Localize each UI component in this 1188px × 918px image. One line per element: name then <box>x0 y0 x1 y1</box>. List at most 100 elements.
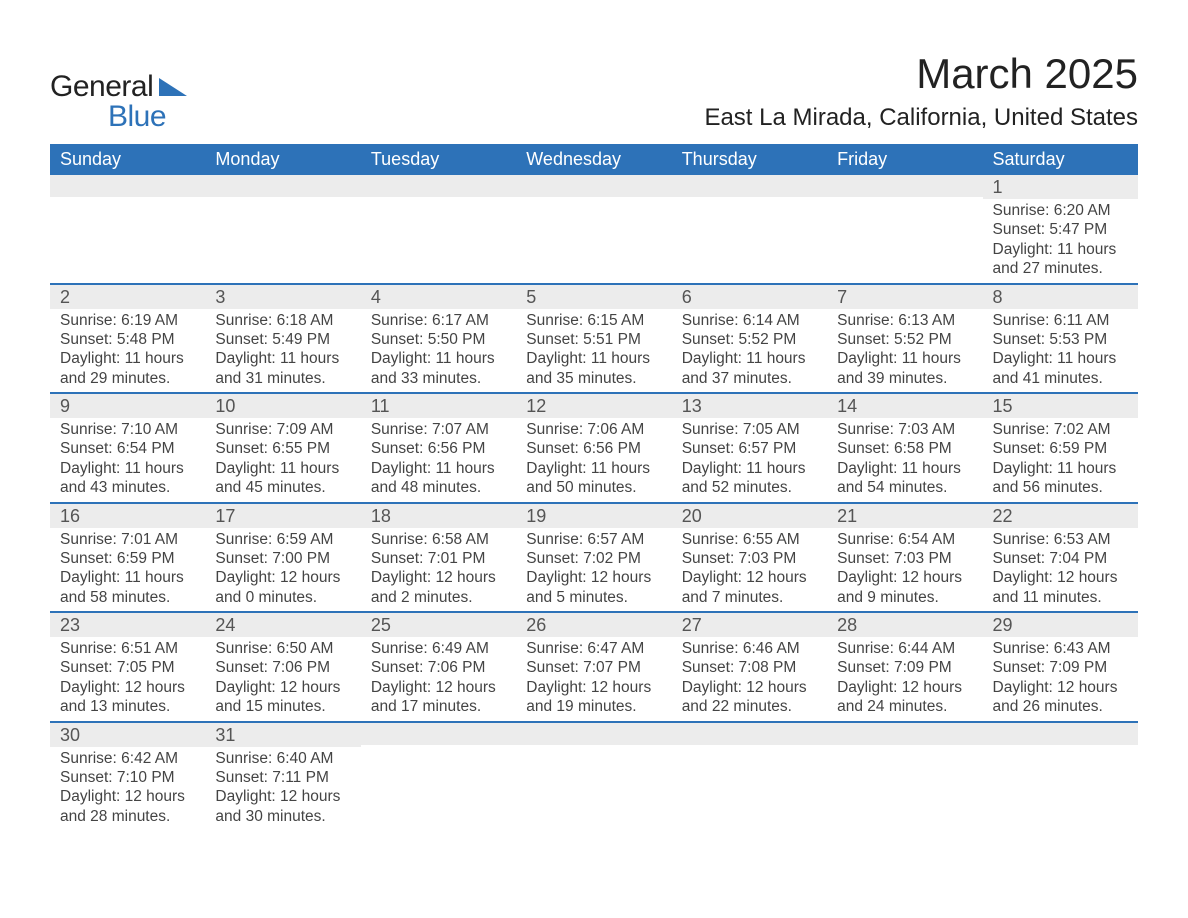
daylight-line-1: Daylight: 11 hours <box>371 349 506 368</box>
daylight-line-2: and 56 minutes. <box>993 478 1128 497</box>
day-details: Sunrise: 6:19 AMSunset: 5:48 PMDaylight:… <box>50 309 205 393</box>
daylight-line-1: Daylight: 12 hours <box>682 678 817 697</box>
sunset-line: Sunset: 7:08 PM <box>682 658 817 677</box>
sunrise-line: Sunrise: 6:46 AM <box>682 639 817 658</box>
daylight-line-1: Daylight: 11 hours <box>682 349 817 368</box>
calendar-day-cell: 2Sunrise: 6:19 AMSunset: 5:48 PMDaylight… <box>50 284 205 394</box>
day-number: 28 <box>827 613 982 637</box>
sunrise-line: Sunrise: 6:54 AM <box>837 530 972 549</box>
day-number: 31 <box>205 723 360 747</box>
sunrise-line: Sunrise: 6:17 AM <box>371 311 506 330</box>
calendar-day-cell: 1Sunrise: 6:20 AMSunset: 5:47 PMDaylight… <box>983 175 1138 284</box>
daylight-line-2: and 19 minutes. <box>526 697 661 716</box>
sunrise-line: Sunrise: 7:10 AM <box>60 420 195 439</box>
daylight-line-1: Daylight: 12 hours <box>526 568 661 587</box>
sunset-line: Sunset: 7:09 PM <box>993 658 1128 677</box>
calendar-day-cell: 6Sunrise: 6:14 AMSunset: 5:52 PMDaylight… <box>672 284 827 394</box>
logo-triangle-icon <box>159 78 187 96</box>
calendar-day-cell: 26Sunrise: 6:47 AMSunset: 7:07 PMDayligh… <box>516 612 671 722</box>
sunset-line: Sunset: 7:05 PM <box>60 658 195 677</box>
day-number <box>361 723 516 745</box>
daylight-line-1: Daylight: 11 hours <box>526 459 661 478</box>
day-number: 17 <box>205 504 360 528</box>
daylight-line-1: Daylight: 12 hours <box>371 678 506 697</box>
daylight-line-1: Daylight: 11 hours <box>993 459 1128 478</box>
day-number: 21 <box>827 504 982 528</box>
calendar-day-cell: 28Sunrise: 6:44 AMSunset: 7:09 PMDayligh… <box>827 612 982 722</box>
sunrise-line: Sunrise: 7:02 AM <box>993 420 1128 439</box>
sunrise-line: Sunrise: 6:11 AM <box>993 311 1128 330</box>
day-details: Sunrise: 7:03 AMSunset: 6:58 PMDaylight:… <box>827 418 982 502</box>
sunset-line: Sunset: 5:49 PM <box>215 330 350 349</box>
day-number: 11 <box>361 394 516 418</box>
daylight-line-1: Daylight: 11 hours <box>371 459 506 478</box>
day-details: Sunrise: 6:51 AMSunset: 7:05 PMDaylight:… <box>50 637 205 721</box>
sunrise-line: Sunrise: 6:47 AM <box>526 639 661 658</box>
calendar-day-cell: 19Sunrise: 6:57 AMSunset: 7:02 PMDayligh… <box>516 503 671 613</box>
sunrise-line: Sunrise: 6:59 AM <box>215 530 350 549</box>
day-details <box>672 197 827 267</box>
sunset-line: Sunset: 7:01 PM <box>371 549 506 568</box>
calendar-day-cell: 10Sunrise: 7:09 AMSunset: 6:55 PMDayligh… <box>205 393 360 503</box>
sunrise-line: Sunrise: 6:44 AM <box>837 639 972 658</box>
title-block: March 2025 East La Mirada, California, U… <box>704 50 1138 132</box>
day-details <box>516 745 671 815</box>
calendar-day-cell: 18Sunrise: 6:58 AMSunset: 7:01 PMDayligh… <box>361 503 516 613</box>
daylight-line-2: and 31 minutes. <box>215 369 350 388</box>
daylight-line-1: Daylight: 11 hours <box>837 459 972 478</box>
sunset-line: Sunset: 5:51 PM <box>526 330 661 349</box>
daylight-line-2: and 30 minutes. <box>215 807 350 826</box>
day-details: Sunrise: 7:05 AMSunset: 6:57 PMDaylight:… <box>672 418 827 502</box>
calendar-day-cell <box>827 722 982 831</box>
day-number <box>827 175 982 197</box>
sunrise-line: Sunrise: 7:01 AM <box>60 530 195 549</box>
sunset-line: Sunset: 7:02 PM <box>526 549 661 568</box>
sunset-line: Sunset: 5:52 PM <box>837 330 972 349</box>
daylight-line-2: and 0 minutes. <box>215 588 350 607</box>
day-number: 18 <box>361 504 516 528</box>
sunset-line: Sunset: 6:59 PM <box>993 439 1128 458</box>
day-number: 25 <box>361 613 516 637</box>
day-number: 24 <box>205 613 360 637</box>
day-details <box>361 197 516 267</box>
day-details: Sunrise: 6:11 AMSunset: 5:53 PMDaylight:… <box>983 309 1138 393</box>
daylight-line-1: Daylight: 11 hours <box>60 349 195 368</box>
sunrise-line: Sunrise: 6:51 AM <box>60 639 195 658</box>
day-header: Wednesday <box>516 144 671 175</box>
calendar-day-cell: 27Sunrise: 6:46 AMSunset: 7:08 PMDayligh… <box>672 612 827 722</box>
day-header-row: Sunday Monday Tuesday Wednesday Thursday… <box>50 144 1138 175</box>
daylight-line-1: Daylight: 11 hours <box>682 459 817 478</box>
day-number <box>672 723 827 745</box>
day-details: Sunrise: 6:40 AMSunset: 7:11 PMDaylight:… <box>205 747 360 831</box>
daylight-line-2: and 5 minutes. <box>526 588 661 607</box>
sunrise-line: Sunrise: 6:15 AM <box>526 311 661 330</box>
day-details <box>983 745 1138 815</box>
calendar-week-row: 23Sunrise: 6:51 AMSunset: 7:05 PMDayligh… <box>50 612 1138 722</box>
daylight-line-2: and 37 minutes. <box>682 369 817 388</box>
day-number: 8 <box>983 285 1138 309</box>
sunrise-line: Sunrise: 6:53 AM <box>993 530 1128 549</box>
daylight-line-2: and 22 minutes. <box>682 697 817 716</box>
sunrise-line: Sunrise: 6:13 AM <box>837 311 972 330</box>
day-details: Sunrise: 6:13 AMSunset: 5:52 PMDaylight:… <box>827 309 982 393</box>
day-details <box>516 197 671 267</box>
calendar-day-cell: 4Sunrise: 6:17 AMSunset: 5:50 PMDaylight… <box>361 284 516 394</box>
sunrise-line: Sunrise: 7:07 AM <box>371 420 506 439</box>
day-details: Sunrise: 7:09 AMSunset: 6:55 PMDaylight:… <box>205 418 360 502</box>
day-details: Sunrise: 6:17 AMSunset: 5:50 PMDaylight:… <box>361 309 516 393</box>
page-header: General Blue March 2025 East La Mirada, … <box>50 50 1138 132</box>
daylight-line-2: and 35 minutes. <box>526 369 661 388</box>
daylight-line-2: and 58 minutes. <box>60 588 195 607</box>
calendar-day-cell: 24Sunrise: 6:50 AMSunset: 7:06 PMDayligh… <box>205 612 360 722</box>
day-number: 10 <box>205 394 360 418</box>
calendar-day-cell: 5Sunrise: 6:15 AMSunset: 5:51 PMDaylight… <box>516 284 671 394</box>
daylight-line-1: Daylight: 11 hours <box>837 349 972 368</box>
daylight-line-1: Daylight: 11 hours <box>993 240 1128 259</box>
calendar-week-row: 9Sunrise: 7:10 AMSunset: 6:54 PMDaylight… <box>50 393 1138 503</box>
day-details: Sunrise: 6:58 AMSunset: 7:01 PMDaylight:… <box>361 528 516 612</box>
sunset-line: Sunset: 7:09 PM <box>837 658 972 677</box>
day-details: Sunrise: 6:46 AMSunset: 7:08 PMDaylight:… <box>672 637 827 721</box>
day-number: 27 <box>672 613 827 637</box>
daylight-line-1: Daylight: 11 hours <box>215 459 350 478</box>
calendar-day-cell: 15Sunrise: 7:02 AMSunset: 6:59 PMDayligh… <box>983 393 1138 503</box>
